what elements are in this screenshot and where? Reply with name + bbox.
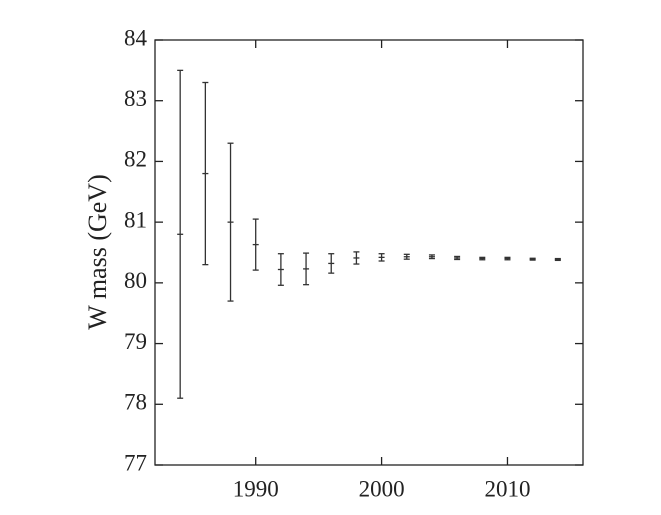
x-tick-label: 2010 [484,476,530,501]
y-tick-label: 78 [124,390,147,415]
x-tick-label: 2000 [359,476,405,501]
x-tick-label: 1990 [233,476,279,501]
y-tick-label: 83 [124,86,147,111]
y-tick-label: 82 [124,147,147,172]
y-tick-label: 84 [124,25,148,50]
y-tick-label: 80 [124,268,147,293]
y-axis-label: W mass (GeV) [83,174,112,329]
y-tick-label: 79 [124,329,147,354]
y-tick-label: 77 [124,450,147,475]
y-tick-label: 81 [124,207,147,232]
plot-frame [154,39,584,466]
